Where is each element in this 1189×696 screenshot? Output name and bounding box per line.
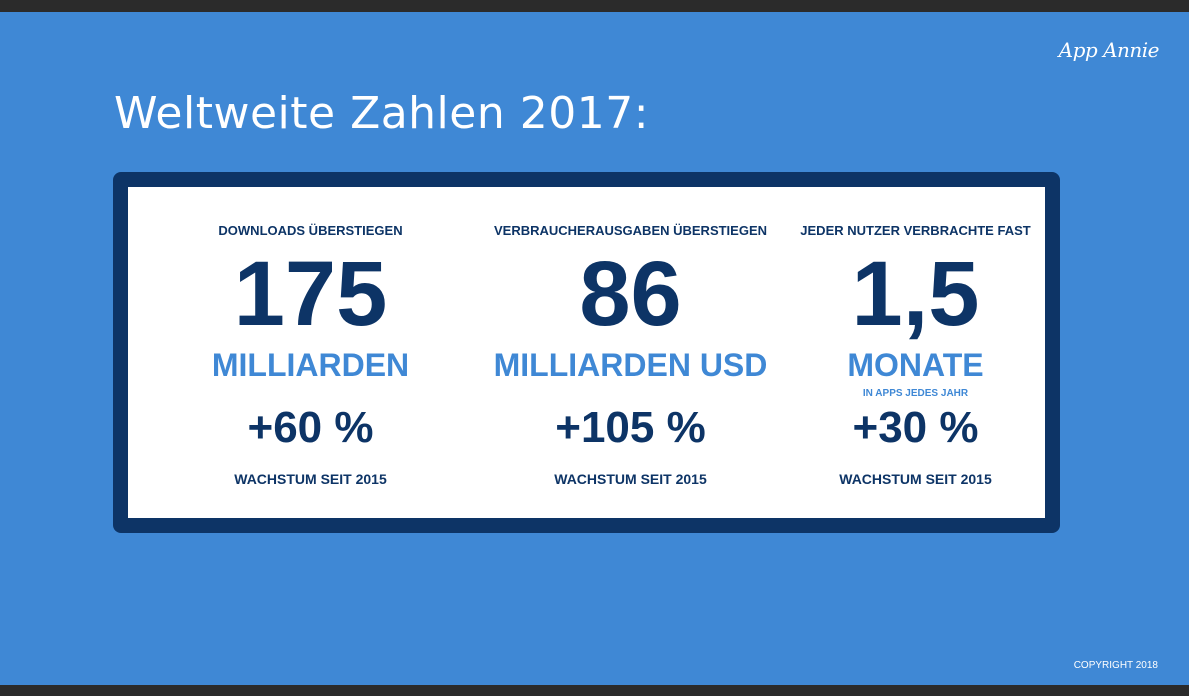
stat-growth: +30 % xyxy=(852,403,979,452)
stats-panel-inner: DOWNLOADS ÜBERSTIEGEN 175 MILLIARDEN +60… xyxy=(128,187,1045,518)
stat-value: 1,5 xyxy=(851,243,980,345)
copyright-notice: COPYRIGHT 2018 xyxy=(1073,660,1158,671)
stat-time-in-apps: JEDER NUTZER VERBRACHTE FAST 1,5 MONATE … xyxy=(793,187,1038,518)
slide: App Annie Weltweite Zahlen 2017: DOWNLOA… xyxy=(0,12,1189,685)
app-annie-logo: App Annie xyxy=(1058,38,1160,62)
stat-consumer-spend: VERBRAUCHERAUSGABEN ÜBERSTIEGEN 86 MILLI… xyxy=(483,187,778,518)
stat-downloads: DOWNLOADS ÜBERSTIEGEN 175 MILLIARDEN +60… xyxy=(178,187,443,518)
stat-label: DOWNLOADS ÜBERSTIEGEN xyxy=(218,223,403,238)
stat-sublabel: IN APPS JEDES JAHR xyxy=(862,388,969,399)
stat-label: JEDER NUTZER VERBRACHTE FAST xyxy=(800,223,1031,238)
stat-growth: +60 % xyxy=(247,403,374,452)
stat-growth-label: WACHSTUM SEIT 2015 xyxy=(554,471,707,487)
stat-unit: MILLIARDEN USD xyxy=(493,347,768,383)
stat-label: VERBRAUCHERAUSGABEN ÜBERSTIEGEN xyxy=(493,223,768,238)
stat-growth-label: WACHSTUM SEIT 2015 xyxy=(234,471,387,487)
stat-growth: +105 % xyxy=(555,403,706,452)
stat-unit: MILLIARDEN xyxy=(211,347,410,383)
stats-panel: DOWNLOADS ÜBERSTIEGEN 175 MILLIARDEN +60… xyxy=(113,172,1060,533)
stat-unit: MONATE xyxy=(847,347,984,383)
stat-growth-label: WACHSTUM SEIT 2015 xyxy=(839,471,992,487)
slide-title: Weltweite Zahlen 2017: xyxy=(114,88,650,139)
stat-value: 175 xyxy=(233,243,388,345)
stat-value: 86 xyxy=(579,243,682,345)
